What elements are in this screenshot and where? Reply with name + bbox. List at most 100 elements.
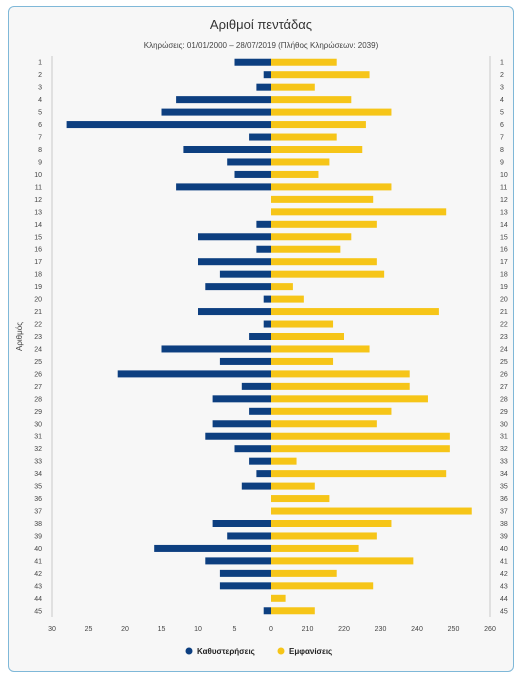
y-tick-label-left: 40: [34, 546, 42, 553]
appearance-bar: [271, 158, 330, 166]
y-tick-label-right: 28: [500, 396, 508, 403]
y-tick-label-right: 7: [500, 135, 504, 142]
chart-title: Αριθμοί πεντάδας: [209, 17, 313, 32]
y-tick-label-left: 18: [34, 272, 42, 279]
x-tick-label-right: 230: [375, 626, 387, 633]
y-axis-title: Αριθμός: [15, 322, 24, 351]
appearance-bar: [271, 370, 410, 378]
y-tick-label-right: 8: [500, 147, 504, 154]
y-tick-label-right: 11: [500, 184, 507, 191]
y-tick-label-left: 13: [34, 209, 42, 216]
delay-bar: [249, 133, 271, 141]
y-tick-label-left: 22: [34, 322, 42, 329]
delay-bar: [66, 121, 271, 129]
y-tick-label-left: 9: [38, 159, 42, 166]
y-tick-label-right: 16: [500, 247, 508, 254]
appearance-bar: [271, 195, 374, 203]
delay-bar: [249, 457, 271, 465]
x-tick-label-right: 250: [448, 626, 460, 633]
y-tick-label-right: 27: [500, 384, 508, 391]
y-tick-label-right: 35: [500, 484, 508, 491]
y-tick-label-right: 24: [500, 346, 508, 353]
appearance-bar: [271, 133, 337, 141]
delay-bar: [241, 482, 271, 490]
delay-bar: [219, 569, 271, 577]
y-tick-label-left: 34: [34, 471, 42, 478]
y-tick-label-right: 38: [500, 521, 508, 528]
appearance-bar: [271, 532, 377, 540]
y-tick-label-left: 44: [34, 596, 42, 603]
y-tick-label-left: 41: [34, 558, 42, 565]
appearance-bar: [271, 283, 293, 291]
y-tick-label-right: 3: [500, 85, 504, 92]
y-tick-label-right: 15: [500, 234, 508, 241]
appearance-bar: [271, 594, 286, 602]
y-tick-label-left: 21: [34, 309, 42, 316]
delay-bar: [227, 158, 271, 166]
appearance-bar: [271, 146, 363, 153]
y-tick-label-right: 25: [500, 359, 508, 366]
y-tick-label-left: 10: [34, 172, 42, 179]
delay-bar: [198, 233, 271, 241]
y-tick-label-right: 1: [500, 60, 504, 67]
y-tick-label-left: 25: [34, 359, 42, 366]
y-tick-label-left: 24: [34, 346, 42, 353]
y-tick-label-left: 19: [34, 284, 42, 291]
y-tick-label-right: 2: [500, 72, 504, 79]
x-tick-label-right: 260: [484, 626, 496, 633]
delay-bar: [241, 382, 271, 390]
appearance-bar: [271, 445, 450, 453]
y-tick-label-right: 39: [500, 533, 508, 540]
y-tick-label-right: 23: [500, 334, 508, 341]
y-tick-label-left: 32: [34, 446, 42, 453]
appearance-bar: [271, 345, 370, 353]
appearance-bar: [271, 495, 330, 503]
appearance-bar: [271, 544, 359, 552]
y-tick-label-right: 4: [500, 97, 504, 104]
y-tick-label-left: 4: [38, 97, 42, 104]
appearance-bar: [271, 520, 392, 527]
x-tick-label-left: 20: [121, 626, 129, 633]
delay-bar: [219, 270, 271, 278]
y-tick-label-right: 41: [500, 558, 508, 565]
y-tick-label-right: 42: [500, 571, 508, 578]
appearance-bar: [271, 357, 334, 365]
y-tick-label-right: 18: [500, 272, 508, 279]
delay-bar: [256, 220, 271, 228]
appearance-bar: [271, 470, 447, 478]
y-tick-label-left: 6: [38, 122, 42, 129]
delay-bar: [249, 333, 271, 340]
delay-bar: [198, 258, 271, 266]
y-tick-label-left: 31: [34, 434, 42, 441]
y-tick-label-right: 12: [500, 197, 508, 204]
legend-marker-delays: [185, 647, 193, 655]
y-tick-label-left: 26: [34, 371, 42, 378]
appearance-bar: [271, 170, 319, 178]
delay-bar: [219, 357, 271, 365]
delay-bar: [205, 557, 271, 565]
delay-bar: [205, 432, 271, 440]
y-tick-label-left: 30: [34, 421, 42, 428]
appearance-bar: [271, 482, 315, 490]
appearance-bar: [271, 395, 428, 403]
delay-bar: [234, 445, 271, 453]
appearance-bar: [271, 58, 337, 66]
appearance-bar: [271, 245, 341, 253]
appearance-bar: [271, 121, 366, 129]
y-tick-label-left: 15: [34, 234, 42, 241]
y-tick-label-left: 39: [34, 533, 42, 540]
appearance-bar: [271, 270, 385, 278]
delay-bar: [263, 320, 271, 328]
delay-bar: [154, 544, 271, 552]
y-tick-label-right: 29: [500, 409, 508, 416]
y-tick-label-left: 35: [34, 484, 42, 491]
y-tick-label-left: 29: [34, 409, 42, 416]
y-tick-label-left: 16: [34, 247, 42, 254]
y-tick-label-right: 36: [500, 496, 508, 503]
y-tick-label-left: 7: [38, 135, 42, 142]
y-tick-label-right: 32: [500, 446, 508, 453]
y-tick-label-right: 45: [500, 608, 508, 615]
y-tick-label-right: 10: [500, 172, 508, 179]
y-tick-label-right: 43: [500, 583, 508, 590]
appearance-bar: [271, 320, 334, 328]
